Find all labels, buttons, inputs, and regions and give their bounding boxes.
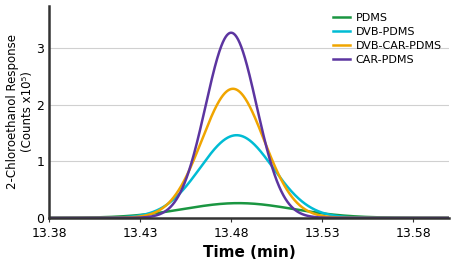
PDMS bbox=[396, 216, 401, 219]
PDMS bbox=[439, 216, 445, 219]
DVB-PDMS bbox=[200, 163, 205, 166]
Y-axis label: 2-Chloroethanol Response
(Counts x10⁵): 2-Chloroethanol Response (Counts x10⁵) bbox=[5, 34, 34, 189]
DVB-PDMS bbox=[46, 216, 52, 219]
DVB-CAR-PDMS bbox=[447, 216, 452, 219]
PDMS bbox=[200, 204, 205, 207]
X-axis label: Time (min): Time (min) bbox=[203, 246, 296, 260]
DVB-PDMS bbox=[234, 134, 239, 137]
DVB-CAR-PDMS bbox=[217, 98, 223, 101]
CAR-PDMS bbox=[46, 216, 52, 219]
CAR-PDMS bbox=[447, 216, 452, 219]
CAR-PDMS bbox=[217, 48, 223, 51]
PDMS bbox=[46, 216, 52, 219]
PDMS bbox=[236, 202, 241, 205]
CAR-PDMS bbox=[116, 216, 121, 219]
DVB-CAR-PDMS bbox=[230, 87, 236, 90]
DVB-PDMS bbox=[92, 216, 97, 219]
PDMS bbox=[217, 202, 223, 206]
DVB-CAR-PDMS bbox=[396, 216, 401, 219]
CAR-PDMS bbox=[396, 216, 401, 219]
DVB-CAR-PDMS bbox=[200, 136, 205, 139]
Line: DVB-CAR-PDMS: DVB-CAR-PDMS bbox=[49, 89, 450, 218]
Legend: PDMS, DVB-PDMS, DVB-CAR-PDMS, CAR-PDMS: PDMS, DVB-PDMS, DVB-CAR-PDMS, CAR-PDMS bbox=[331, 11, 444, 67]
DVB-PDMS bbox=[439, 216, 445, 219]
DVB-CAR-PDMS bbox=[439, 216, 445, 219]
DVB-PDMS bbox=[116, 216, 121, 219]
Line: PDMS: PDMS bbox=[49, 203, 450, 218]
Line: CAR-PDMS: CAR-PDMS bbox=[49, 33, 450, 218]
PDMS bbox=[92, 216, 97, 219]
CAR-PDMS bbox=[92, 216, 97, 219]
CAR-PDMS bbox=[439, 216, 445, 219]
CAR-PDMS bbox=[228, 31, 234, 34]
DVB-CAR-PDMS bbox=[92, 216, 97, 219]
PDMS bbox=[447, 216, 452, 219]
DVB-PDMS bbox=[447, 216, 452, 219]
Line: DVB-PDMS: DVB-PDMS bbox=[49, 135, 450, 218]
DVB-PDMS bbox=[396, 216, 401, 219]
PDMS bbox=[116, 215, 121, 218]
DVB-PDMS bbox=[217, 142, 223, 145]
DVB-CAR-PDMS bbox=[116, 216, 121, 219]
CAR-PDMS bbox=[200, 117, 205, 120]
DVB-CAR-PDMS bbox=[46, 216, 52, 219]
